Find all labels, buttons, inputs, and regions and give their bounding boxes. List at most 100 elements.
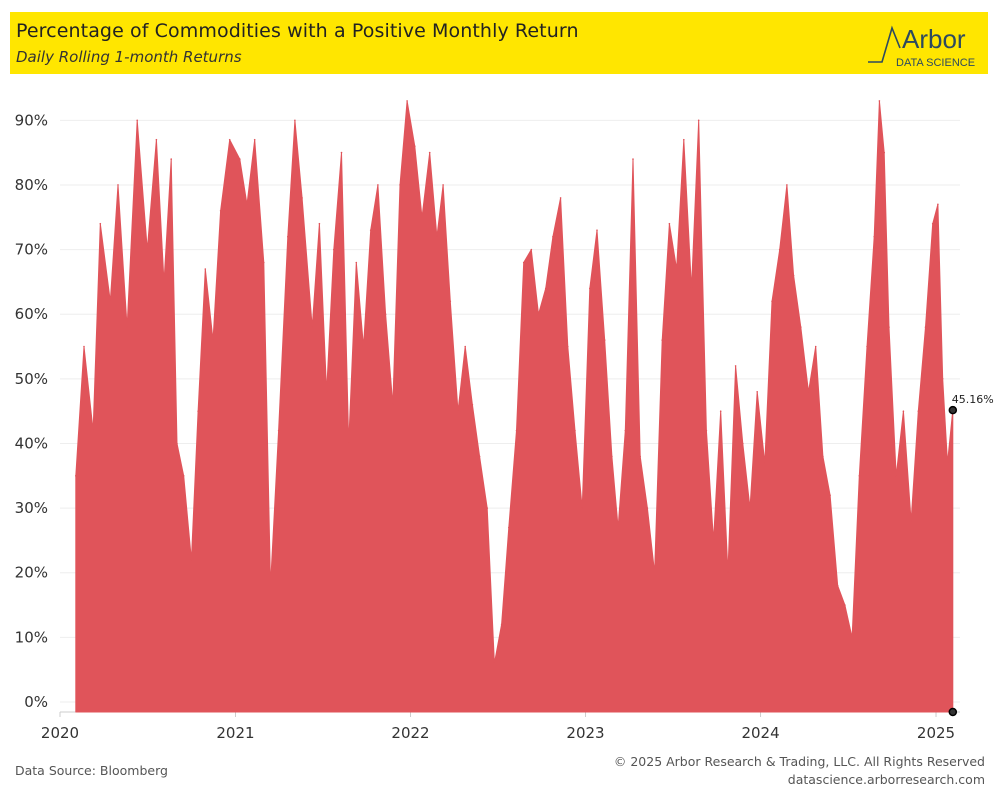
data-point: [126, 326, 128, 328]
y-tick-label: 40%: [15, 434, 48, 452]
data-point: [197, 410, 199, 413]
x-tick-label: 2020: [41, 724, 79, 740]
x-tick-label: 2021: [216, 724, 254, 740]
data-point: [436, 235, 438, 238]
copyright-text: © 2025 Arbor Research & Trading, LLC. Al…: [613, 754, 985, 769]
data-point: [668, 222, 671, 225]
data-point: [369, 229, 372, 231]
y-tick-label: 80%: [15, 176, 48, 194]
data-point: [844, 604, 846, 606]
data-point: [596, 229, 598, 231]
data-point: [478, 455, 481, 458]
data-point: [457, 410, 459, 413]
data-point: [428, 151, 431, 154]
data-point: [170, 158, 172, 160]
data-point: [311, 326, 314, 328]
x-tick-label: 2025: [917, 724, 955, 740]
data-point: [146, 248, 149, 251]
data-point: [946, 462, 949, 464]
y-tick-label: 60%: [15, 305, 48, 323]
data-point: [646, 507, 649, 509]
data-point: [269, 584, 272, 587]
data-point: [742, 442, 744, 445]
data-point: [109, 300, 112, 303]
data-point: [902, 410, 905, 413]
data-point: [552, 235, 554, 238]
data-point: [287, 235, 289, 238]
data-point: [92, 429, 94, 432]
data-point: [392, 403, 394, 406]
data-point: [624, 429, 627, 432]
data-point: [537, 313, 540, 316]
data-point: [442, 184, 444, 186]
y-tick-label: 90%: [15, 111, 48, 129]
y-tick-label: 20%: [15, 564, 48, 582]
data-point: [406, 100, 408, 102]
data-point: [377, 184, 379, 186]
data-point: [99, 222, 102, 225]
data-point: [228, 138, 231, 141]
data-point: [764, 462, 766, 464]
data-point: [883, 151, 885, 154]
data-point: [471, 403, 474, 406]
data-point: [778, 248, 781, 251]
data-point: [559, 197, 562, 199]
data-point: [246, 203, 248, 206]
x-tick-label: 2022: [391, 724, 429, 740]
data-point: [603, 339, 606, 341]
data-point: [190, 559, 193, 561]
data-point: [325, 391, 328, 393]
data-point: [544, 287, 547, 290]
data-point: [771, 300, 773, 303]
x-tick-label: 2023: [566, 724, 604, 740]
data-point: [756, 391, 758, 393]
data-point: [639, 455, 641, 458]
data-point: [807, 391, 810, 393]
data-point: [749, 507, 751, 509]
data-point: [910, 520, 912, 522]
data-point: [384, 313, 387, 316]
data-point: [239, 158, 241, 160]
data-point: [888, 326, 890, 328]
positive-return-area: [75, 100, 954, 713]
data-point: [530, 248, 533, 251]
data-point: [581, 507, 583, 509]
data-point: [508, 526, 510, 529]
data-point: [829, 494, 831, 497]
y-tick-label: 30%: [15, 499, 48, 517]
y-tick-label: 0%: [24, 693, 48, 711]
data-point: [464, 345, 467, 348]
data-point: [800, 326, 802, 328]
data-point: [719, 410, 722, 413]
last-value-marker: [948, 405, 958, 415]
data-point: [727, 571, 729, 574]
data-point: [611, 455, 613, 458]
data-point: [493, 662, 496, 664]
data-point: [355, 261, 358, 264]
data-point: [589, 287, 591, 290]
data-point: [522, 261, 525, 264]
arbor-logo: Arbor DATA SCIENCE: [868, 24, 975, 69]
logo-subtext: DATA SCIENCE: [896, 57, 975, 69]
data-point: [941, 378, 944, 380]
data-point: [83, 345, 85, 348]
data-point: [219, 210, 222, 212]
data-point: [449, 300, 452, 303]
website-link[interactable]: datascience.arborresearch.com: [787, 772, 985, 787]
data-point: [75, 475, 77, 477]
x-tick-label: 2024: [741, 724, 779, 740]
baseline-marker: [948, 707, 958, 717]
y-tick-label: 10%: [15, 628, 48, 646]
chart-title: Percentage of Commodities with a Positiv…: [16, 20, 579, 42]
chart: 0% 10% 20% 30% 40% 50% 60% 70% 80% 90% 2020 2021 202…: [15, 100, 994, 740]
logo-text: Arbor: [902, 24, 966, 54]
data-point: [117, 184, 119, 186]
data-point: [705, 429, 708, 432]
data-point: [333, 248, 335, 251]
data-point: [500, 623, 503, 626]
footer-credits: © 2025 Arbor Research & Trading, LLC. Al…: [614, 753, 985, 789]
data-point: [683, 138, 685, 141]
data-point: [318, 222, 321, 225]
data-point: [155, 138, 158, 141]
data-point: [212, 339, 214, 341]
